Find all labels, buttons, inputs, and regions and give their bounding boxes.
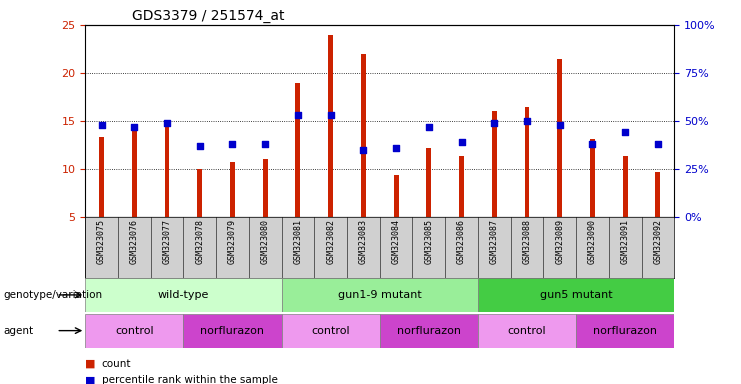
Point xyxy=(521,118,533,124)
Text: GDS3379 / 251574_at: GDS3379 / 251574_at xyxy=(133,8,285,23)
Text: gun5 mutant: gun5 mutant xyxy=(539,290,613,300)
Bar xyxy=(590,139,595,217)
Point xyxy=(128,124,140,130)
Text: GSM323084: GSM323084 xyxy=(392,219,401,264)
Text: GSM323076: GSM323076 xyxy=(130,219,139,264)
Point xyxy=(96,122,107,128)
Text: gun1-9 mutant: gun1-9 mutant xyxy=(338,290,422,300)
Text: GSM323075: GSM323075 xyxy=(97,219,106,264)
Text: ■: ■ xyxy=(85,375,96,384)
Text: control: control xyxy=(115,326,153,336)
Text: GSM323088: GSM323088 xyxy=(522,219,531,264)
Point xyxy=(227,141,239,147)
Text: GSM323085: GSM323085 xyxy=(425,219,433,264)
Point xyxy=(554,122,565,128)
Bar xyxy=(85,278,282,312)
Text: GSM323089: GSM323089 xyxy=(555,219,564,264)
Text: agent: agent xyxy=(4,326,34,336)
Bar xyxy=(478,278,674,312)
Bar xyxy=(380,314,478,348)
Text: GSM323077: GSM323077 xyxy=(162,219,171,264)
Text: GSM323082: GSM323082 xyxy=(326,219,335,264)
Text: GSM323090: GSM323090 xyxy=(588,219,597,264)
Text: norflurazon: norflurazon xyxy=(594,326,657,336)
Text: control: control xyxy=(311,326,350,336)
Bar xyxy=(328,35,333,217)
Bar xyxy=(393,175,399,217)
Bar xyxy=(282,278,478,312)
Bar xyxy=(656,172,660,217)
Text: count: count xyxy=(102,359,131,369)
Bar xyxy=(85,314,184,348)
Text: GSM323081: GSM323081 xyxy=(293,219,302,264)
Text: GSM323087: GSM323087 xyxy=(490,219,499,264)
Text: GSM323091: GSM323091 xyxy=(621,219,630,264)
Bar xyxy=(361,54,366,217)
Point xyxy=(292,112,304,118)
Point xyxy=(259,141,271,147)
Bar xyxy=(478,314,576,348)
Text: norflurazon: norflurazon xyxy=(201,326,265,336)
Text: GSM323080: GSM323080 xyxy=(261,219,270,264)
Point xyxy=(488,120,500,126)
Point xyxy=(587,141,599,147)
Point xyxy=(161,120,173,126)
Bar xyxy=(282,314,380,348)
Point xyxy=(357,147,369,153)
Bar xyxy=(197,169,202,217)
Bar xyxy=(576,314,674,348)
Bar xyxy=(492,111,496,217)
Point xyxy=(325,112,336,118)
Point xyxy=(194,143,206,149)
Text: GSM323086: GSM323086 xyxy=(457,219,466,264)
Bar xyxy=(263,159,268,217)
Point xyxy=(456,139,468,145)
Bar xyxy=(132,127,137,217)
Text: GSM323079: GSM323079 xyxy=(228,219,237,264)
Bar xyxy=(426,148,431,217)
Text: GSM323083: GSM323083 xyxy=(359,219,368,264)
Point xyxy=(423,124,435,130)
Point xyxy=(619,129,631,136)
Text: genotype/variation: genotype/variation xyxy=(4,290,103,300)
Text: norflurazon: norflurazon xyxy=(397,326,461,336)
Text: wild-type: wild-type xyxy=(158,290,209,300)
Text: percentile rank within the sample: percentile rank within the sample xyxy=(102,375,277,384)
Bar xyxy=(230,162,235,217)
Point xyxy=(391,145,402,151)
Bar xyxy=(557,59,562,217)
Bar xyxy=(525,107,530,217)
Bar xyxy=(184,314,282,348)
Bar xyxy=(99,137,104,217)
Text: ■: ■ xyxy=(85,359,96,369)
Text: control: control xyxy=(508,326,546,336)
Bar xyxy=(296,83,300,217)
Bar xyxy=(622,156,628,217)
Bar xyxy=(459,156,464,217)
Bar xyxy=(165,121,170,217)
Point xyxy=(652,141,664,147)
Text: GSM323092: GSM323092 xyxy=(654,219,662,264)
Text: GSM323078: GSM323078 xyxy=(196,219,205,264)
